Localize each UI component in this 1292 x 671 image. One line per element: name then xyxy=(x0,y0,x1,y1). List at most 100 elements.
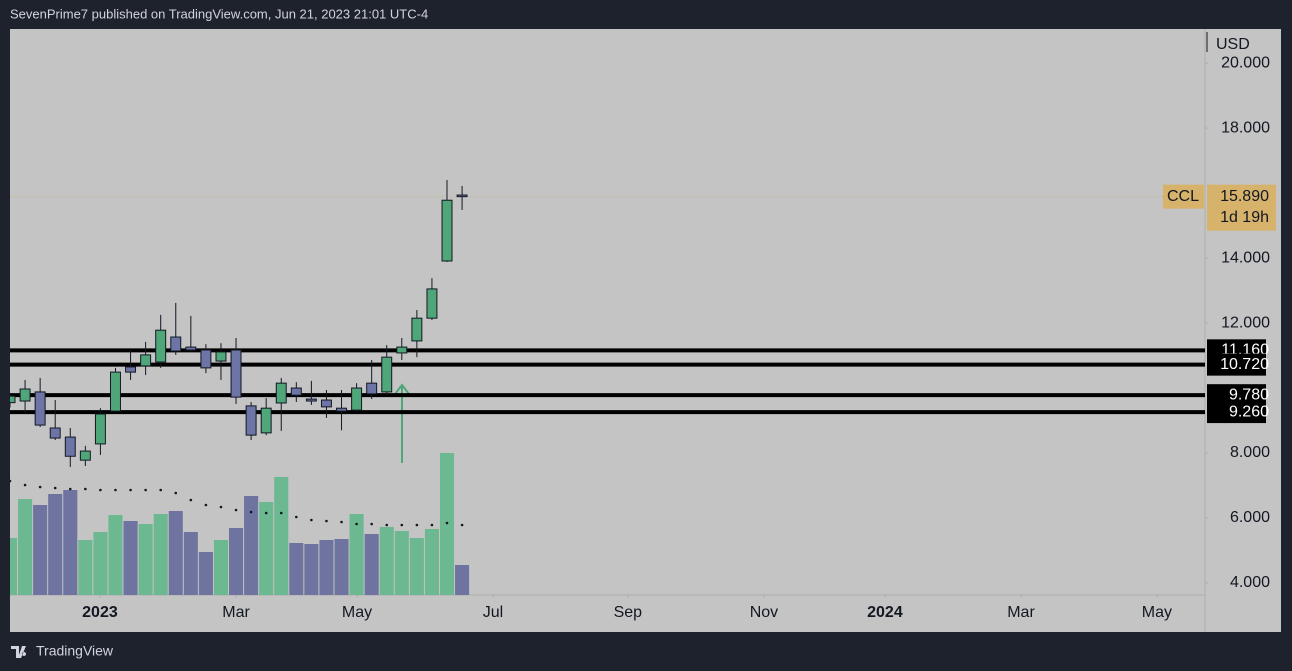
candle-body xyxy=(381,356,393,393)
last-price-bg xyxy=(1207,184,1276,231)
candle-body xyxy=(140,354,152,367)
candle-body xyxy=(305,398,317,402)
volume-ma-dot xyxy=(430,523,434,527)
candle-body xyxy=(366,382,378,395)
candle-body xyxy=(185,346,197,351)
x-tick-label: Nov xyxy=(750,604,778,621)
volume-bar xyxy=(18,499,33,595)
volume-bar xyxy=(229,528,244,595)
volume-ma-dot xyxy=(129,488,132,492)
volume-bar xyxy=(364,534,379,595)
volume-ma-dot xyxy=(400,523,404,527)
volume-ma-dot xyxy=(38,485,42,489)
volume-bar xyxy=(274,477,289,595)
x-tick-label: Mar xyxy=(222,604,250,621)
volume-bar xyxy=(63,490,78,595)
volume-bar xyxy=(213,540,229,595)
header: SevenPrime7 published on TradingView.com… xyxy=(10,6,428,21)
volume-ma-dot xyxy=(460,523,464,527)
volume-ma-dot xyxy=(325,519,328,523)
volume-bar xyxy=(424,529,439,595)
candle-body xyxy=(320,399,332,408)
candle-body xyxy=(49,427,61,439)
level-label: 9.780 xyxy=(1229,386,1269,403)
candle-body xyxy=(19,388,31,402)
arrow-annotation xyxy=(394,383,410,463)
currency-bg xyxy=(1209,31,1281,57)
volume-bar xyxy=(153,514,168,595)
volume-bar xyxy=(10,538,18,595)
volume-ma-dot xyxy=(295,515,298,519)
candle-body xyxy=(275,382,287,404)
volume-bar xyxy=(304,544,319,595)
volume-ma-dot xyxy=(219,505,223,509)
volume-ma-dot xyxy=(53,486,57,490)
x-tick-label: May xyxy=(1142,604,1172,621)
volume-bar xyxy=(123,521,138,595)
volume-bar xyxy=(138,524,153,595)
volume-bar xyxy=(168,511,183,595)
y-tick-label: 6.000 xyxy=(1230,509,1270,526)
level-label-bg xyxy=(1207,353,1266,376)
level-label-bg xyxy=(1207,384,1266,407)
volume-ma-dot xyxy=(144,488,147,492)
candle-body xyxy=(336,407,347,412)
volume-ma-dot xyxy=(310,518,313,522)
candle-body xyxy=(396,346,408,354)
volume-bar xyxy=(48,494,63,595)
volume-bar xyxy=(183,532,198,595)
volume-ma-dot xyxy=(234,508,238,512)
volume-ma-dot xyxy=(23,483,27,487)
candle-body xyxy=(230,349,242,398)
volume-ma-dot xyxy=(68,487,72,491)
volume-ma-dot xyxy=(445,521,449,525)
y-tick-label: 12.000 xyxy=(1221,314,1270,331)
volume-bar xyxy=(244,496,259,595)
volume-bar xyxy=(455,565,470,595)
x-tick-label: Sep xyxy=(614,604,643,621)
volume-ma-dot xyxy=(415,523,419,527)
volume-bar xyxy=(33,505,48,595)
candle-body xyxy=(34,391,46,426)
volume-ma-dot xyxy=(84,487,87,491)
candle-body xyxy=(215,351,227,362)
volume-bar xyxy=(409,538,424,595)
volume-ma-dot xyxy=(279,511,283,515)
countdown-label: 1d 19h xyxy=(1220,209,1269,226)
x-tick-label: 2024 xyxy=(867,604,903,621)
symbol-label-bg xyxy=(1163,184,1204,209)
volume-bar xyxy=(198,552,213,595)
volume-ma-dot xyxy=(159,488,162,492)
volume-ma-dot xyxy=(204,503,208,507)
volume-ma-dot xyxy=(10,479,12,483)
volume-bar xyxy=(334,539,349,595)
volume-ma-dot xyxy=(355,522,358,526)
candle-body xyxy=(411,317,423,342)
volume-bar xyxy=(259,502,274,595)
level-label-bg xyxy=(1207,401,1266,424)
level-label: 9.260 xyxy=(1229,403,1269,420)
volume-bar xyxy=(349,514,364,595)
y-tick-label: 4.000 xyxy=(1230,574,1270,591)
x-tick-label: May xyxy=(342,604,372,621)
plot-area xyxy=(10,180,1205,595)
candle-body xyxy=(10,395,16,404)
candle-body xyxy=(125,366,137,373)
candle-body xyxy=(170,336,182,352)
y-tick-label: 20.000 xyxy=(1221,54,1270,71)
footer: TradingView xyxy=(36,643,114,659)
candle-body xyxy=(110,371,121,412)
volume-ma-dot xyxy=(189,498,193,502)
candle-body xyxy=(260,407,272,434)
candle-body xyxy=(200,349,212,369)
candle-body xyxy=(94,413,106,445)
candle-body xyxy=(441,199,453,262)
volume-ma-dot xyxy=(264,511,268,515)
volume-ma-dot xyxy=(174,491,178,495)
candle-body xyxy=(456,194,468,198)
level-label: 10.720 xyxy=(1220,356,1269,373)
volume-ma-dot xyxy=(385,523,389,527)
volume-bar xyxy=(78,540,93,595)
currency-label: USD xyxy=(1216,36,1250,53)
